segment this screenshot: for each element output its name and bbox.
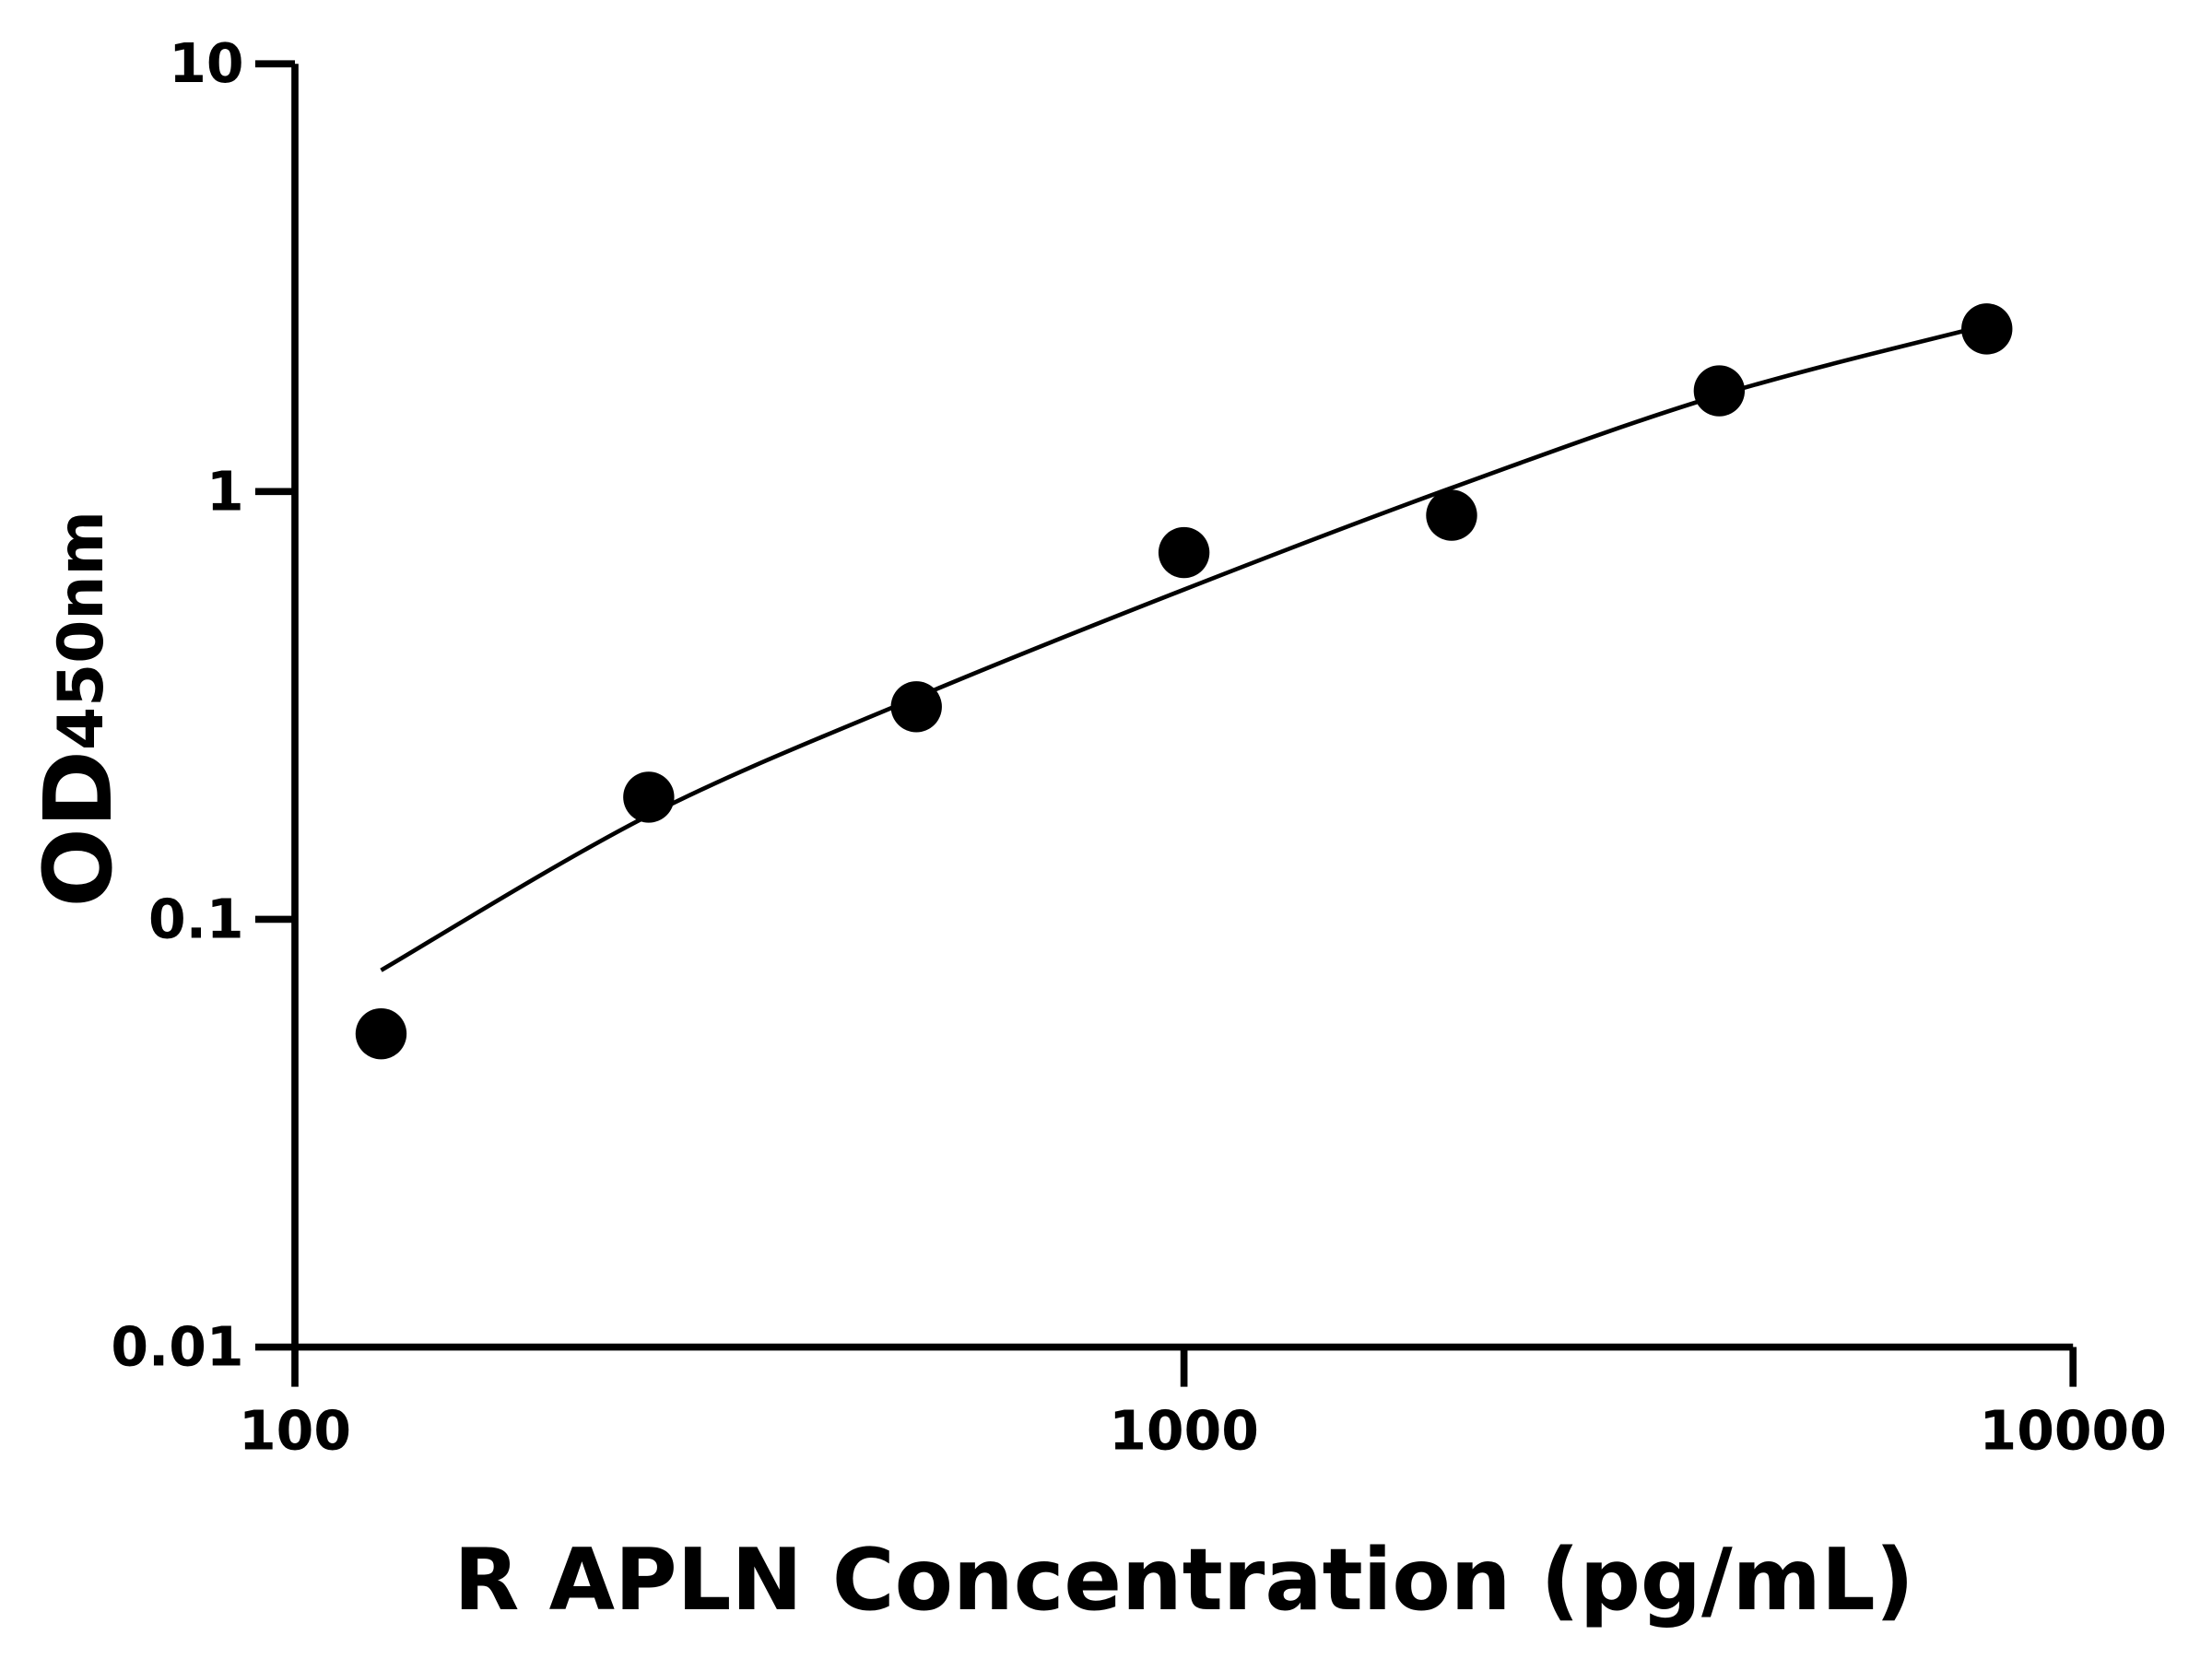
- x-axis-label: R APLN Concentration (pg/mL): [453, 1530, 1913, 1630]
- y-tick-label: 1: [206, 460, 244, 523]
- x-tick-label: 10000: [1980, 1399, 2167, 1462]
- data-point: [1693, 365, 1746, 417]
- y-axis-label-main: OD: [24, 750, 133, 908]
- y-tick-label: 0.1: [148, 888, 244, 950]
- data-point: [1158, 526, 1210, 579]
- x-tick-label: 100: [239, 1399, 351, 1462]
- y-axis-label: OD450nm: [24, 511, 133, 908]
- data-point: [355, 1007, 407, 1060]
- y-axis-label-sub: 450nm: [44, 511, 117, 750]
- fit-curve: [380, 323, 1988, 972]
- data-point: [623, 771, 675, 823]
- data-point: [1426, 489, 1477, 541]
- data-point: [1961, 303, 2013, 355]
- data-point: [890, 681, 942, 733]
- ticks: 0.01 0.1 1 10 100 1000 10000: [111, 32, 2167, 1462]
- y-tick-label: 10: [169, 32, 243, 95]
- svg-text:OD450nm: OD450nm: [24, 511, 133, 908]
- x-tick-label: 1000: [1109, 1399, 1259, 1462]
- data-points: [355, 303, 2013, 1060]
- axes: [291, 64, 2074, 1351]
- y-tick-label: 0.01: [111, 1316, 243, 1379]
